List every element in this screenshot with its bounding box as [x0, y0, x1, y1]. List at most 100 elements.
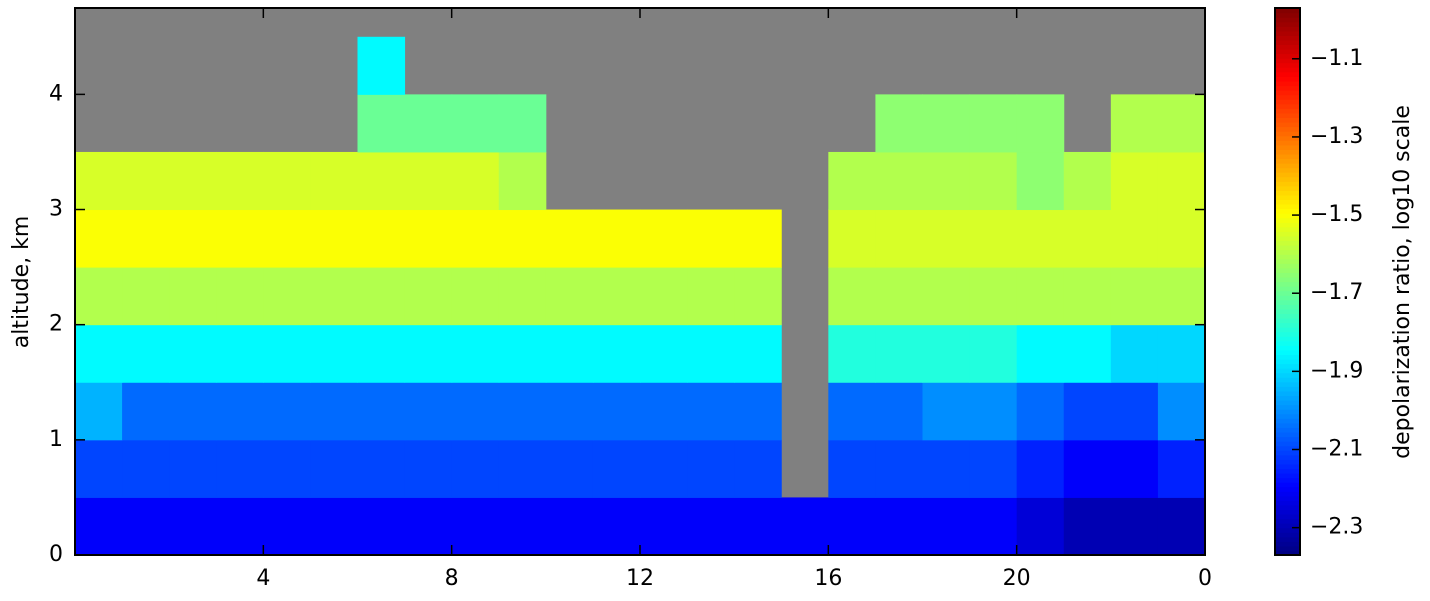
- colorbar-slice: [1275, 491, 1300, 497]
- heatmap-cell: [1157, 94, 1206, 153]
- heatmap-cell: [310, 439, 358, 498]
- heatmap-cell: [451, 382, 500, 441]
- heatmap-cell: [404, 497, 453, 556]
- heatmap-cell: [545, 382, 594, 441]
- heatmap-cell: [969, 497, 1018, 556]
- heatmap-cell: [1063, 324, 1112, 383]
- heatmap-cell: [357, 382, 406, 441]
- heatmap-cell: [498, 94, 547, 153]
- heatmap-cell: [640, 497, 688, 556]
- colorbar-tick-label: −1.7: [1310, 280, 1363, 305]
- colorbar-slice: [1275, 317, 1300, 324]
- heatmap-cell: [263, 324, 311, 383]
- heatmap-cell: [545, 209, 594, 268]
- colorbar-slice: [1275, 181, 1300, 187]
- heatmap-cell: [169, 209, 217, 268]
- heatmap-cell: [687, 497, 735, 556]
- heatmap-cell: [1157, 324, 1206, 383]
- colorbar-slice: [1275, 135, 1300, 141]
- heatmap-cell: [216, 497, 264, 556]
- heatmap-cell: [451, 497, 500, 556]
- colorbar-slice: [1275, 190, 1300, 196]
- colorbar-slice: [1275, 272, 1300, 278]
- colorbar-slice: [1275, 213, 1300, 219]
- heatmap-cell: [1063, 209, 1112, 268]
- heatmap-cell: [357, 36, 406, 95]
- heatmap-cell: [122, 324, 170, 383]
- heatmap-cell: [357, 209, 406, 268]
- heatmap-cell: [640, 267, 688, 326]
- heatmap-cell: [969, 439, 1018, 498]
- colorbar-slice: [1275, 345, 1300, 351]
- colorbar-slice: [1275, 445, 1300, 451]
- colorbar-slice: [1275, 450, 1300, 456]
- colorbar-tick-label: −2.1: [1310, 437, 1363, 462]
- colorbar-slice: [1275, 545, 1300, 552]
- colorbar-slice: [1275, 71, 1300, 77]
- heatmap-cell: [216, 151, 264, 211]
- heatmap-cell: [640, 382, 688, 441]
- colorbar-slice: [1275, 541, 1300, 547]
- colorbar-slice: [1275, 340, 1300, 346]
- y-tick-label: 0: [49, 542, 63, 567]
- heatmap-cell: [922, 151, 971, 211]
- colorbar-slice: [1275, 427, 1300, 433]
- heatmap-cell: [1157, 151, 1206, 211]
- heatmap-cell: [922, 382, 971, 441]
- colorbar-slice: [1275, 290, 1300, 296]
- colorbar-slice: [1275, 80, 1300, 87]
- colorbar-slice: [1275, 459, 1300, 465]
- heatmap-cell: [404, 94, 453, 153]
- colorbar-slice: [1275, 267, 1300, 273]
- colorbar-slice: [1275, 468, 1300, 474]
- heatmap-cell: [498, 324, 547, 383]
- heatmap-cell: [1016, 497, 1065, 556]
- heatmap-cell: [1016, 209, 1065, 268]
- heatmap-cell: [922, 324, 971, 383]
- colorbar-tick-label: −1.9: [1310, 358, 1363, 383]
- heatmap-cell: [357, 267, 406, 326]
- colorbar-slice: [1275, 49, 1300, 55]
- heatmap-cell: [592, 439, 641, 498]
- heatmap-cell: [969, 94, 1018, 153]
- heatmap-cell: [169, 382, 217, 441]
- colorbar-slice: [1275, 140, 1300, 146]
- heatmap-cell: [969, 267, 1018, 326]
- heatmap-cell: [922, 439, 971, 498]
- colorbar-slice: [1275, 477, 1300, 483]
- heatmap: [75, 8, 1206, 556]
- colorbar-slice: [1275, 99, 1300, 105]
- colorbar-slice: [1275, 12, 1300, 18]
- heatmap-cell: [875, 497, 923, 556]
- colorbar-slice: [1275, 409, 1300, 415]
- heatmap-cell: [1016, 267, 1065, 326]
- colorbar-slice: [1275, 527, 1300, 533]
- colorbar-slice: [1275, 85, 1300, 91]
- heatmap-cell: [828, 151, 876, 211]
- colorbar-slice: [1275, 441, 1300, 447]
- colorbar-slice: [1275, 413, 1300, 419]
- x-tick-label: 16: [814, 566, 842, 591]
- heatmap-cell: [263, 209, 311, 268]
- heatmap-cell: [592, 324, 641, 383]
- colorbar-slice: [1275, 313, 1300, 319]
- colorbar-slice: [1275, 436, 1300, 442]
- heatmap-cell: [1063, 151, 1112, 211]
- heatmap-cell: [216, 382, 264, 441]
- y-tick-label: 4: [49, 81, 63, 106]
- heatmap-cell: [875, 382, 923, 441]
- heatmap-cell: [640, 439, 688, 498]
- colorbar-slice: [1275, 44, 1300, 50]
- heatmap-cell: [828, 439, 876, 498]
- heatmap-cell: [1016, 151, 1065, 211]
- heatmap-cell: [451, 151, 500, 211]
- heatmap-cell: [734, 497, 782, 556]
- heatmap-cell: [922, 209, 971, 268]
- heatmap-cell: [451, 209, 500, 268]
- heatmap-cell: [922, 94, 971, 153]
- colorbar-slice: [1275, 472, 1300, 479]
- heatmap-cell: [592, 267, 641, 326]
- heatmap-cell: [1110, 382, 1159, 441]
- heatmap-cell: [169, 497, 217, 556]
